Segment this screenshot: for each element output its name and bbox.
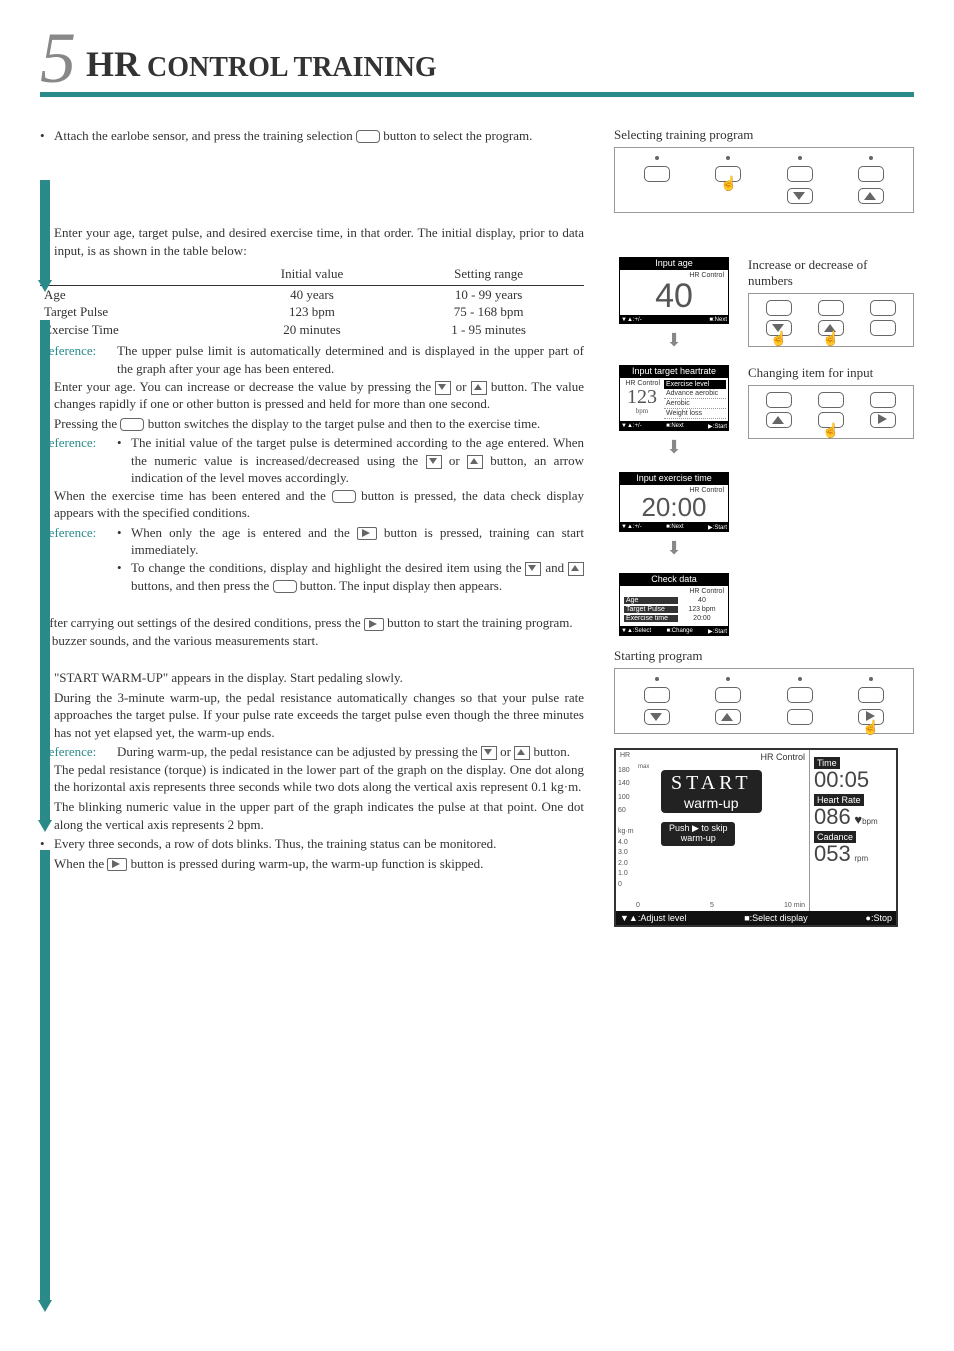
up-icon <box>514 746 530 760</box>
hand-icon: ☝ <box>862 720 879 737</box>
play-icon <box>107 858 127 871</box>
heartrate-value: 086 <box>814 804 851 829</box>
hand-icon: ☝ <box>822 331 839 348</box>
changing-item-label: Changing item for input <box>748 365 914 381</box>
stop-button[interactable] <box>787 709 813 725</box>
page-title: HR CONTROL TRAINING <box>86 46 437 88</box>
mini-screen-check: Check data HR Control Age40 Target Pulse… <box>619 573 729 636</box>
rect-button-icon <box>120 418 144 431</box>
reference-label: Reference: <box>40 524 117 594</box>
panel-button[interactable] <box>858 166 884 182</box>
cadence-value: 053 <box>814 841 851 866</box>
mini-screen-time: Input exercise time HR Control 20:00 ▼▲:… <box>619 472 729 532</box>
panel-button[interactable]: ☝ <box>715 166 741 182</box>
start-banner: START warm-up <box>661 770 762 813</box>
hand-icon: ☝ <box>720 176 737 193</box>
illustration-column: Selecting training program ☝ Input age H… <box>614 127 914 927</box>
play-button[interactable] <box>870 412 896 428</box>
mini-screen-age: Input age HR Control 40 ▼▲:+/-■:Next <box>619 257 729 324</box>
body-text-column: • Attach the earlobe sensor, and press t… <box>40 127 584 927</box>
play-icon <box>357 527 377 540</box>
header-rule <box>40 92 914 97</box>
hand-icon: ☝ <box>770 331 787 348</box>
time-value: 00:05 <box>814 769 892 791</box>
up-icon <box>471 381 487 395</box>
reference-label: Reference: <box>40 743 117 761</box>
main-display: HR HR Control 180 140 100 60 max kg·m 4.… <box>614 748 898 927</box>
down-button[interactable] <box>644 709 670 725</box>
button-panel-select: ☝ <box>614 147 914 213</box>
button-panel-change: ☝ <box>748 385 914 439</box>
display-footer: ▼▲:Adjust level ■:Select display ●:Stop <box>616 911 896 925</box>
flow-arrow-icon: ⬇ <box>614 538 734 559</box>
panel-button[interactable] <box>787 166 813 182</box>
page-header: 5 HR CONTROL TRAINING <box>40 30 914 88</box>
down-icon <box>481 746 497 760</box>
reference-label: Reference: <box>40 434 117 487</box>
chapter-number: 5 <box>40 30 76 88</box>
flow-arrow-icon: ⬇ <box>614 330 734 351</box>
panel-button[interactable] <box>644 166 670 182</box>
play-icon <box>364 618 384 631</box>
skip-banner: Push ▶ to skip warm-up <box>661 822 735 846</box>
selecting-program-label: Selecting training program <box>614 127 914 143</box>
up-button[interactable] <box>715 709 741 725</box>
up-button[interactable] <box>766 412 792 428</box>
rect-button-icon <box>356 130 380 143</box>
down-icon <box>426 455 442 469</box>
flow-arrow-icon: ⬇ <box>614 437 734 458</box>
up-icon <box>467 455 483 469</box>
down-button[interactable] <box>787 188 813 204</box>
initial-values-table: Initial value Setting range Age40 years1… <box>40 263 584 338</box>
up-button[interactable] <box>858 188 884 204</box>
starting-program-label: Starting program <box>614 648 914 664</box>
increase-decrease-label: Increase or decrease of numbers <box>748 257 914 289</box>
mini-screen-heartrate: Input target heartrate HR Control 123 bp… <box>619 365 729 431</box>
rect-button-icon <box>273 580 297 593</box>
rect-button-icon <box>332 490 356 503</box>
button-panel-updown: ☝ ☝ <box>748 293 914 347</box>
up-icon <box>568 562 584 576</box>
down-icon <box>525 562 541 576</box>
reference-label: Reference: <box>40 342 117 377</box>
down-icon <box>435 381 451 395</box>
hand-icon: ☝ <box>822 423 839 440</box>
button-panel-start: ☝ <box>614 668 914 734</box>
